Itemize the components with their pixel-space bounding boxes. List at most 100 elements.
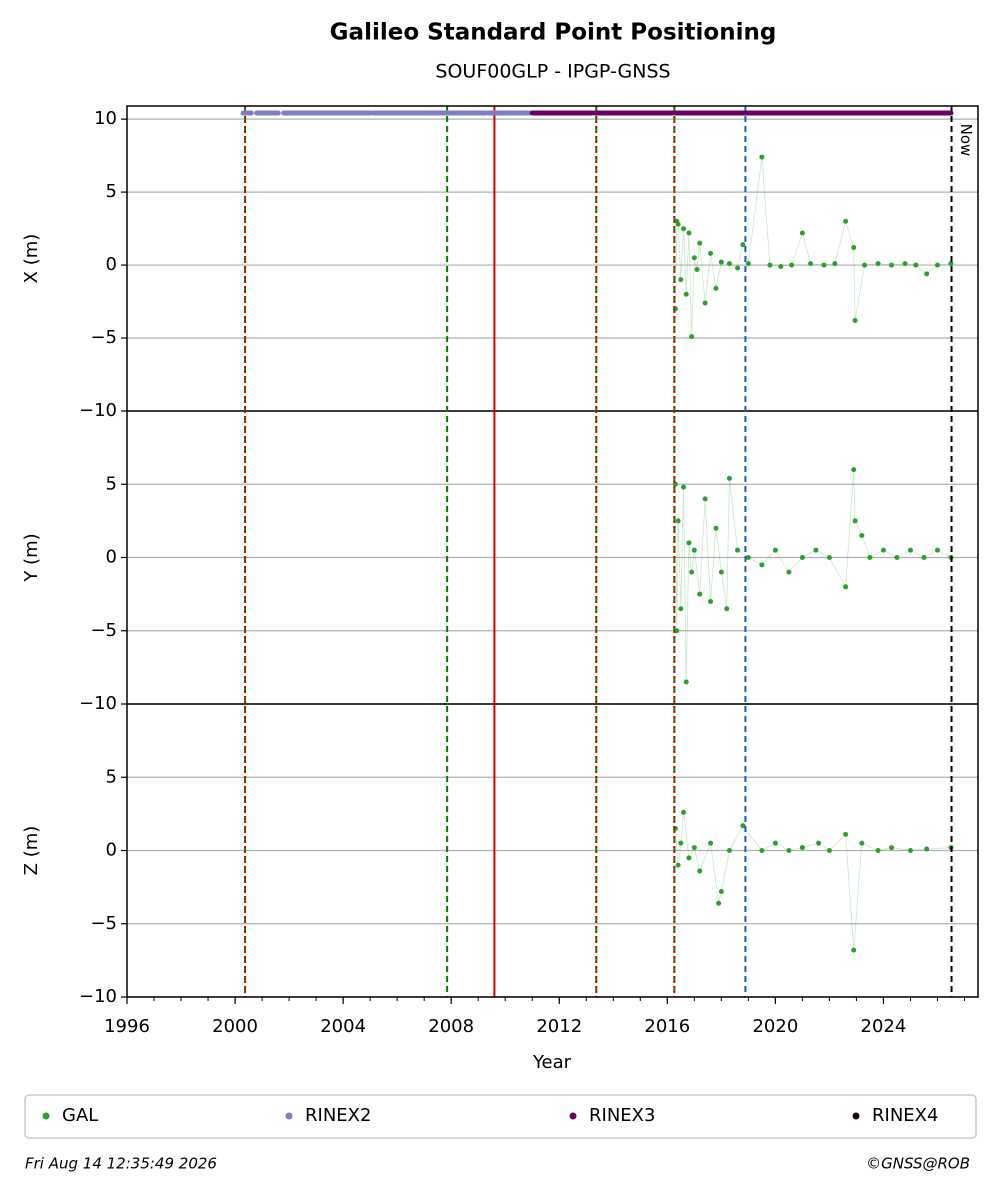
data-point <box>675 862 681 868</box>
legend-marker <box>42 1112 50 1120</box>
y-tick-label: 10 <box>94 108 117 129</box>
y-tick-label: −10 <box>79 986 117 1007</box>
data-point <box>686 540 692 546</box>
data-point <box>740 242 746 248</box>
series-line <box>675 812 952 951</box>
data-point <box>678 840 684 846</box>
data-point <box>851 467 857 473</box>
x-tick-label: 2016 <box>644 1016 690 1037</box>
data-point <box>816 840 822 846</box>
data-point <box>694 266 700 272</box>
data-point <box>683 291 689 297</box>
data-point <box>786 569 792 575</box>
data-point <box>832 261 838 267</box>
data-point <box>924 846 930 852</box>
x-tick-label: 2008 <box>428 1016 474 1037</box>
data-point <box>862 262 868 268</box>
legend-label: RINEX3 <box>589 1105 655 1126</box>
data-point <box>697 591 703 597</box>
data-point <box>681 809 687 815</box>
data-point <box>889 262 895 268</box>
data-point <box>716 900 722 906</box>
x-tick-label: 2012 <box>536 1016 582 1037</box>
data-point <box>708 840 714 846</box>
data-point <box>686 230 692 236</box>
data-point <box>718 259 724 265</box>
data-point <box>740 823 746 829</box>
data-point <box>702 496 708 502</box>
data-point <box>934 262 940 268</box>
timestamp: Fri Aug 14 12:35:49 2026 <box>25 1155 217 1173</box>
series-line <box>675 157 952 337</box>
data-point <box>894 555 900 560</box>
legend-label: RINEX2 <box>305 1105 371 1126</box>
y-tick-label: 0 <box>106 547 117 568</box>
x-tick-label: 1996 <box>104 1016 150 1037</box>
data-point <box>852 518 858 524</box>
plot-frame <box>126 105 979 998</box>
data-point <box>859 533 865 539</box>
data-point <box>875 848 881 853</box>
data-point <box>689 334 695 340</box>
data-point <box>799 845 805 851</box>
data-point <box>735 265 741 271</box>
data-point <box>686 855 692 861</box>
y-axis-label: Z (m) <box>21 826 42 876</box>
data-point <box>691 845 697 851</box>
data-point <box>767 262 773 268</box>
x-tick-label: 2004 <box>320 1016 366 1037</box>
data-point <box>799 230 805 236</box>
data-point <box>826 555 832 560</box>
data-point <box>681 226 687 232</box>
data-point <box>852 318 858 324</box>
data-point <box>697 868 703 874</box>
data-point <box>675 518 681 524</box>
data-point <box>708 598 714 604</box>
data-point <box>921 555 927 560</box>
data-point <box>735 547 741 553</box>
data-point <box>808 261 814 267</box>
data-point <box>843 218 849 224</box>
y-axis-label: X (m) <box>21 234 42 284</box>
data-point <box>759 562 765 568</box>
data-point <box>708 250 714 256</box>
data-point <box>826 848 832 853</box>
y-tick-label: −10 <box>79 400 117 421</box>
data-point <box>759 848 765 853</box>
event-label: Now <box>957 124 975 157</box>
data-point <box>702 300 708 306</box>
data-point <box>745 555 751 560</box>
data-point <box>813 547 819 553</box>
data-point <box>675 221 681 227</box>
data-point <box>697 240 703 246</box>
y-tick-label: −5 <box>90 913 117 934</box>
y-tick-label: 0 <box>106 254 117 275</box>
legend-marker <box>852 1112 860 1120</box>
y-tick-label: −5 <box>90 620 117 641</box>
data-point <box>799 555 805 560</box>
data-point <box>948 261 954 267</box>
data-point <box>867 555 873 560</box>
series-line <box>675 469 952 683</box>
data-point <box>726 848 732 853</box>
legend-marker <box>569 1112 577 1120</box>
data-point <box>875 261 881 267</box>
x-tick-label: 2020 <box>752 1016 798 1037</box>
chart-title: Galileo Standard Point Positioning <box>330 20 777 46</box>
data-point <box>851 947 857 953</box>
data-point <box>786 848 792 853</box>
data-point <box>678 606 684 612</box>
data-point <box>924 271 930 277</box>
x-tick-label: 2024 <box>861 1016 907 1037</box>
data-point <box>691 547 697 553</box>
y-tick-label: 5 <box>106 181 117 202</box>
data-point <box>726 261 732 267</box>
data-point <box>724 606 730 612</box>
x-axis-label: Year <box>532 1052 572 1073</box>
legend-box <box>24 1094 977 1139</box>
y-tick-label: −10 <box>79 693 117 714</box>
data-point <box>713 285 719 291</box>
data-point <box>907 547 913 553</box>
data-point <box>821 262 827 268</box>
